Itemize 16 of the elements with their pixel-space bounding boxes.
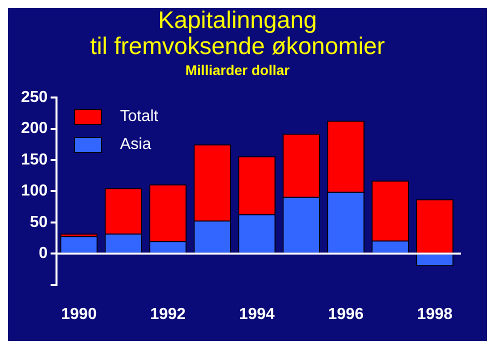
text: til fremvoksende økonomier: [90, 33, 385, 60]
legend-label: Totalt: [120, 108, 158, 126]
y-tick-label: 100: [20, 182, 48, 200]
x-tick-label: 1992: [150, 306, 186, 323]
text: Kapitalinngang: [158, 6, 317, 34]
chart-subtitle: Milliarder dollar: [185, 62, 290, 78]
x-tick-label: 1990: [61, 306, 97, 323]
y-tick-label: 250: [20, 89, 48, 106]
y-tick-label: 50: [30, 214, 48, 231]
x-tick-label: 1996: [328, 306, 364, 323]
x-tick-label: 1998: [416, 306, 453, 323]
legend-label: Asia: [120, 136, 152, 154]
x-tick-label: 1994: [239, 306, 275, 323]
y-tick-label: 150: [20, 151, 48, 168]
y-tick-label: 200: [20, 120, 48, 138]
y-tick-label: 0: [38, 245, 48, 262]
